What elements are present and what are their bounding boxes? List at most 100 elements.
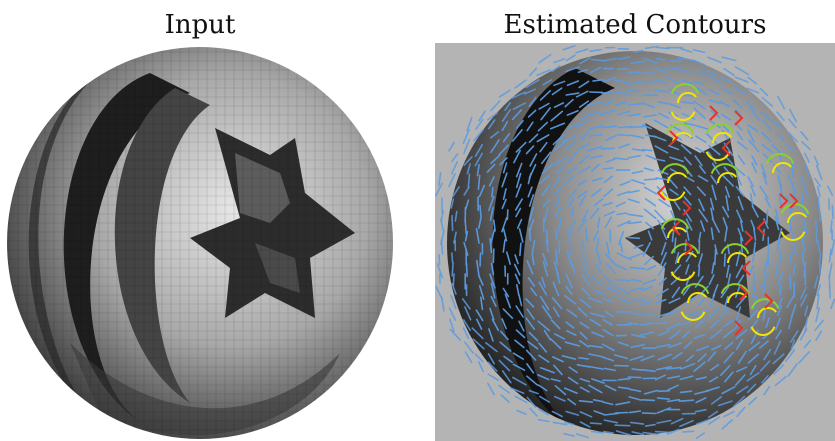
flow-line [530,287,538,297]
flow-line [631,312,644,316]
flow-line [802,184,809,197]
flow-line [674,252,680,265]
flow-line [787,131,798,143]
flow-line [589,207,600,219]
flow-line [540,107,551,121]
flow-line [504,293,512,309]
flow-line [490,228,496,244]
flow-line [512,352,524,360]
flow-line [720,113,732,121]
flow-line [525,317,536,331]
flow-line [708,274,715,286]
flow-line [644,255,654,266]
contours-image [435,44,835,440]
flow-line [576,433,590,439]
flow-line [694,146,705,153]
flow-line [604,384,617,392]
flow-line [655,322,669,325]
flow-line [528,227,532,241]
flow-line [616,296,630,304]
flow-line [516,119,524,129]
flow-line [748,396,758,406]
flow-line [567,151,578,164]
flow-line [464,199,470,210]
flow-line [566,250,572,266]
flow-line [685,264,690,275]
flow-line [818,205,822,222]
flow-line [680,94,694,97]
flow-line [539,141,548,153]
flow-line [617,386,631,390]
flow-line [693,361,706,373]
flow-line [502,308,514,320]
flow-line [694,275,704,288]
flow-line [683,122,696,126]
contour-chevron [756,220,766,236]
flow-line [526,260,534,275]
flow-line [780,183,783,197]
flow-line [515,207,522,218]
flow-line [565,66,581,73]
flow-line [464,341,474,354]
flow-line [629,388,642,393]
flow-line [618,56,631,61]
flow-line [775,329,782,340]
flow-line [453,231,457,244]
flow-line [762,308,767,322]
flow-line [694,155,703,167]
flow-line [537,121,549,132]
flow-line [723,341,734,351]
flow-line [628,189,640,194]
flow-line [538,102,550,110]
flow-line [555,195,561,207]
flow-line [709,76,723,84]
flow-line [617,377,632,381]
flow-line [525,298,535,308]
flow-line [579,386,590,393]
flow-line [698,165,706,174]
flow-line [669,156,684,163]
flow-line [661,228,668,240]
flow-line [514,79,527,89]
flow-line [749,364,757,376]
input-image-panel [0,43,400,441]
contour-chevron [682,200,692,216]
flow-line [513,263,521,276]
flow-line [670,417,684,425]
flow-line [614,278,631,282]
flow-line [711,218,721,233]
flow-line [748,309,759,321]
flow-line [629,125,645,129]
flow-line [681,79,694,85]
flow-line [565,54,576,62]
flow-line [680,48,693,53]
contour-arc [720,243,750,255]
flow-line [590,58,603,62]
flow-line [490,262,495,276]
flow-line [568,366,578,374]
flow-line [603,188,614,198]
flow-line [787,314,794,330]
flow-line [579,131,590,141]
flow-line [706,69,719,77]
contour-arc [756,306,777,319]
flow-line [604,216,612,229]
flow-line [504,101,512,111]
flow-line [644,198,657,207]
flow-line [490,295,497,307]
flow-line [685,296,696,306]
flow-line [578,339,590,348]
flow-line [438,253,441,266]
flow-line [515,162,523,178]
flow-line [669,329,681,340]
flow-line [639,331,655,337]
flow-line [537,320,551,332]
flow-line [506,251,511,265]
flow-line [551,65,561,73]
flow-line [643,178,658,181]
flow-line [679,70,692,73]
flow-line [746,383,757,394]
flow-line [748,139,760,153]
flow-line [762,153,773,163]
flow-line [604,286,620,294]
